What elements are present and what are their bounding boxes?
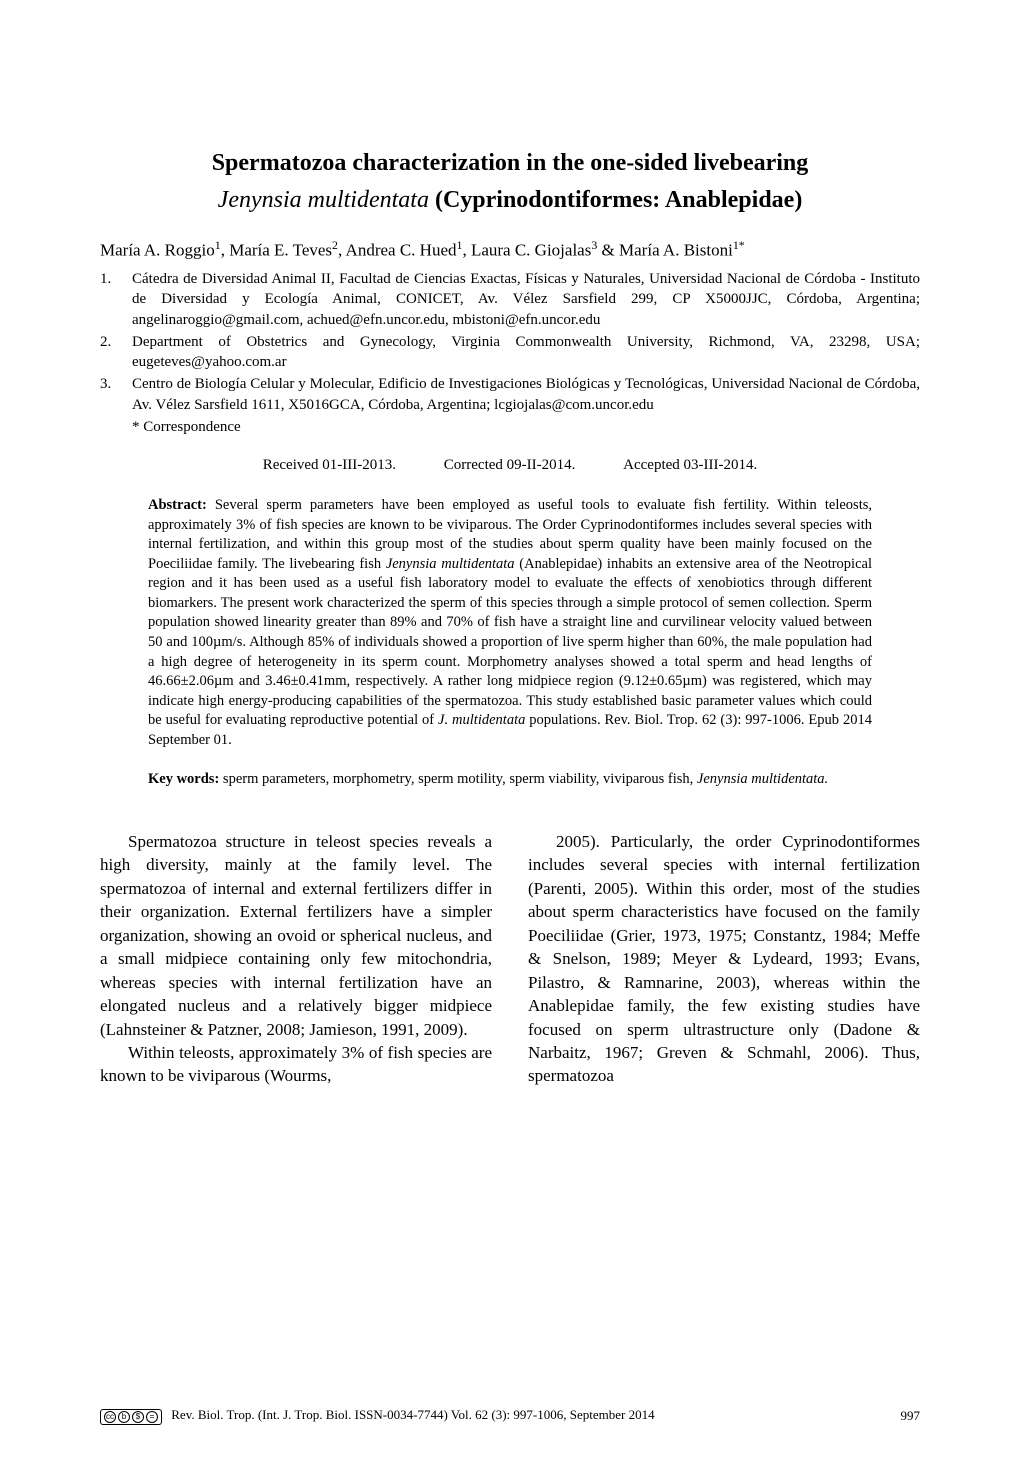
affiliation-text: Department of Obstetrics and Gynecology,… [132, 332, 920, 373]
affiliation-row: 1. Cátedra de Diversidad Animal II, Facu… [100, 269, 920, 330]
keywords-label: Key words: [148, 771, 219, 787]
affiliation-text: Centro de Biología Celular y Molecular, … [132, 374, 920, 415]
affiliation-row: 2. Department of Obstetrics and Gynecolo… [100, 332, 920, 373]
cc-license-icon: cc b $ = [100, 1409, 162, 1425]
article-title-line1: Spermatozoa characterization in the one-… [100, 148, 920, 179]
article-title-line2: Jenynsia multidentata (Cyprinodontiforme… [100, 185, 920, 216]
nd-icon: = [146, 1411, 158, 1423]
footer-left: cc b $ = Rev. Biol. Trop. (Int. J. Trop.… [100, 1407, 655, 1425]
affiliation-text: Cátedra de Diversidad Animal II, Faculta… [132, 269, 920, 330]
received-date: Received 01-III-2013. [263, 457, 396, 473]
body-paragraph: Within teleosts, approximately 3% of fis… [100, 1041, 492, 1088]
manuscript-dates: Received 01-III-2013. Corrected 09-II-20… [100, 457, 920, 474]
body-paragraph: 2005). Particularly, the order Cyprinodo… [528, 830, 920, 1088]
abstract: Abstract: Several sperm parameters have … [100, 496, 920, 750]
affiliation-row: 3. Centro de Biología Celular y Molecula… [100, 374, 920, 415]
keywords-text: sperm parameters, morphometry, sperm mot… [219, 771, 697, 787]
nc-icon: $ [132, 1411, 144, 1423]
title-taxonomy: (Cyprinodontiformes: Anablepidae) [429, 187, 802, 213]
affiliation-number: 2. [100, 332, 132, 373]
affiliation-number: 1. [100, 269, 132, 330]
body-text: Spermatozoa structure in teleost species… [100, 830, 920, 1088]
keywords: Key words: sperm parameters, morphometry… [100, 770, 920, 790]
title-species-name: Jenynsia multidentata [218, 187, 429, 213]
cc-icon: cc [104, 1411, 116, 1423]
by-icon: b [118, 1411, 130, 1423]
accepted-date: Accepted 03-III-2014. [623, 457, 757, 473]
keywords-species: Jenynsia multidentata. [697, 771, 828, 787]
body-paragraph: Spermatozoa structure in teleost species… [100, 830, 492, 1041]
body-column-right: 2005). Particularly, the order Cyprinodo… [528, 830, 920, 1088]
body-column-left: Spermatozoa structure in teleost species… [100, 830, 492, 1088]
corrected-date: Corrected 09-II-2014. [444, 457, 576, 473]
journal-citation: Rev. Biol. Trop. (Int. J. Trop. Biol. IS… [171, 1407, 654, 1422]
correspondence-note: * Correspondence [100, 417, 920, 437]
abstract-text: Several sperm parameters have been emplo… [148, 497, 872, 748]
affiliations-block: 1. Cátedra de Diversidad Animal II, Facu… [100, 269, 920, 437]
page-number: 997 [901, 1408, 921, 1424]
page-footer: cc b $ = Rev. Biol. Trop. (Int. J. Trop.… [100, 1407, 920, 1425]
abstract-label: Abstract: [148, 497, 207, 513]
affiliation-number: 3. [100, 374, 132, 415]
author-list: María A. Roggio1, María E. Teves2, Andre… [100, 238, 920, 261]
